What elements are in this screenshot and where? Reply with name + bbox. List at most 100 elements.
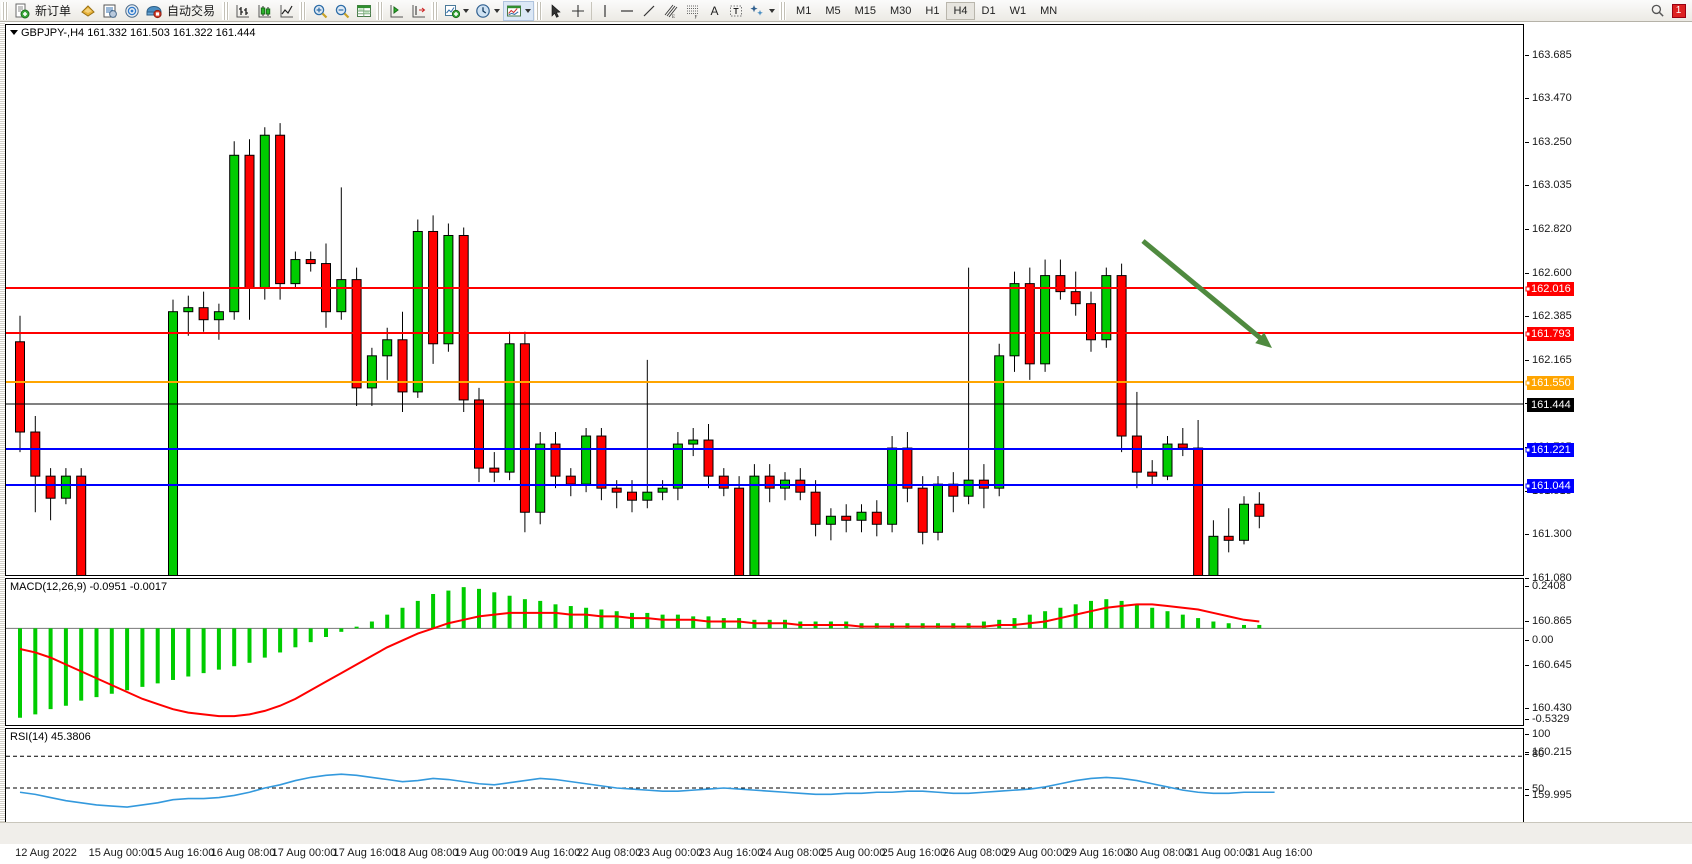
fibonacci-icon: F	[687, 5, 699, 19]
time-scale[interactable]: 12 Aug 2022 15 Aug 00:00 15 Aug 16:00 16 Au…	[5, 844, 1524, 864]
candle-body	[718, 475, 729, 489]
notification-button[interactable]: 1	[1668, 1, 1689, 21]
price-scale[interactable]: 163.685 163.470 163.250 163.035 162.820 162.6…	[1525, 24, 1692, 801]
crosshair-button[interactable]	[567, 1, 589, 21]
line-chart-button[interactable]	[276, 1, 298, 21]
candle-body	[642, 491, 653, 501]
zoom-in-button[interactable]	[309, 1, 331, 21]
data-window-button[interactable]	[353, 1, 375, 21]
price-level-tag-resistance-1[interactable]: 161.793	[1527, 327, 1574, 341]
periods-chevron-down-icon[interactable]	[494, 8, 501, 13]
candle-body	[1223, 535, 1234, 541]
price-tick: 161.300	[1525, 528, 1572, 540]
price-level-tag-last-price[interactable]: 161.444	[1527, 398, 1574, 412]
timeframe-grip[interactable]	[779, 1, 787, 20]
candle-body	[581, 435, 592, 485]
macd-scale[interactable]: 0.2408 0.00 -0.5329	[1525, 578, 1692, 726]
chart-type-grip[interactable]	[222, 1, 230, 20]
level-handle-support-1[interactable]	[1525, 447, 1531, 453]
price-level-tag-support-1[interactable]: 161.221	[1527, 443, 1574, 457]
equidistant-channel-button[interactable]: E	[660, 1, 682, 21]
label-button[interactable]	[725, 1, 747, 21]
timeframe-m30[interactable]: M30	[890, 4, 912, 17]
indicator-grip[interactable]	[431, 1, 439, 20]
level-handle-support-2[interactable]	[1525, 483, 1531, 489]
horizontal-line-button[interactable]	[616, 1, 638, 21]
expert-advisor-button[interactable]	[77, 1, 99, 21]
macd-panel[interactable]: MACD(12,26,9) -0.0951 -0.0017	[5, 578, 1524, 726]
price-level-tag-resistance-2[interactable]: 162.016	[1527, 282, 1574, 296]
level-handle-pivot[interactable]	[1525, 380, 1531, 386]
zoom-grip[interactable]	[299, 1, 307, 20]
market-watch-button[interactable]	[99, 1, 121, 21]
candle-body	[1239, 503, 1249, 541]
candle-body	[1040, 275, 1051, 365]
shapes-icon	[750, 4, 763, 16]
candle-body	[887, 447, 898, 525]
time-label: 19 Aug 00:00	[454, 847, 520, 859]
price-tick: 163.035	[1525, 179, 1572, 191]
autotrading-icon	[146, 5, 162, 18]
price-chart-panel[interactable]: GBPJPY-,H4 161.332 161.503 161.322 161.4…	[5, 24, 1524, 576]
signals-icon	[125, 3, 139, 18]
price-level-tag-support-2[interactable]: 161.044	[1527, 479, 1574, 493]
equidistant-channel-icon: E	[664, 4, 678, 19]
timeframe-w1[interactable]: W1	[1009, 4, 1027, 17]
svg-text:F: F	[695, 15, 698, 19]
timeframe-m5[interactable]: M5	[825, 4, 841, 17]
autotrading-button[interactable]: 自动交易	[143, 1, 221, 21]
level-handle-resistance-2[interactable]	[1525, 286, 1531, 292]
candle-body	[443, 234, 454, 345]
time-label: 22 Aug 08:00	[576, 847, 642, 859]
expert-icon	[81, 4, 95, 17]
timeframe-mn[interactable]: MN	[1040, 4, 1058, 17]
price-tick: 162.385	[1525, 310, 1572, 322]
periods-button[interactable]	[472, 1, 503, 21]
horizontal-line-icon	[621, 9, 634, 12]
time-label: 19 Aug 16:00	[515, 847, 581, 859]
bar-chart-button[interactable]	[232, 1, 254, 21]
timeframe-d1[interactable]: D1	[981, 4, 996, 17]
search-button[interactable]	[1647, 1, 1668, 21]
timeframe-h1[interactable]: H1	[925, 4, 940, 17]
draw-grip[interactable]	[535, 1, 543, 20]
candle-body	[213, 311, 224, 321]
auto-scroll-button[interactable]	[386, 1, 408, 21]
rsi-tick: 100	[1525, 728, 1550, 740]
price-tick: 162.820	[1525, 223, 1572, 235]
indicators-chevron-down-icon[interactable]	[463, 8, 470, 13]
candle-body	[1009, 283, 1020, 357]
vertical-line-button[interactable]	[594, 1, 616, 21]
price-level-tag-pivot[interactable]: 161.550	[1527, 376, 1574, 390]
toolbar-grip[interactable]	[1, 1, 8, 20]
candle-body	[366, 355, 377, 389]
cursor-button[interactable]	[545, 1, 567, 21]
time-label: 25 Aug 16:00	[881, 847, 947, 859]
templates-button[interactable]	[503, 0, 535, 21]
templates-icon	[507, 5, 522, 16]
macd-svg	[6, 587, 1523, 718]
trendline-button[interactable]	[638, 1, 660, 21]
indicators-button[interactable]	[441, 1, 472, 21]
timeframe-m1[interactable]: M1	[796, 4, 812, 17]
new-order-button[interactable]: 新订单	[11, 1, 77, 21]
rsi-tick: 80	[1525, 748, 1544, 760]
templates-chevron-down-icon[interactable]	[525, 8, 532, 13]
shift-grip[interactable]	[376, 1, 384, 20]
shapes-chevron-down-icon[interactable]	[769, 8, 776, 13]
candlestick-chart-button[interactable]	[254, 1, 276, 21]
shapes-button[interactable]	[747, 1, 778, 21]
trendline-icon	[643, 5, 655, 16]
time-label: 15 Aug 16:00	[149, 847, 215, 859]
zoom-out-button[interactable]	[331, 1, 353, 21]
level-handle-resistance-1[interactable]	[1525, 331, 1531, 337]
chart-vertical-scrollbar[interactable]	[0, 22, 5, 844]
chart-shift-button[interactable]	[408, 1, 430, 21]
text-button[interactable]: A	[704, 1, 725, 21]
timeframe-h4[interactable]: H4	[946, 1, 975, 20]
symbol-chevron-down-icon[interactable]	[10, 30, 18, 35]
timeframe-m15[interactable]: M15	[854, 4, 876, 17]
signals-button[interactable]	[121, 1, 143, 21]
fibonacci-button[interactable]: F	[682, 1, 704, 21]
chart-area[interactable]: GBPJPY-,H4 161.332 161.503 161.322 161.4…	[0, 22, 1692, 864]
